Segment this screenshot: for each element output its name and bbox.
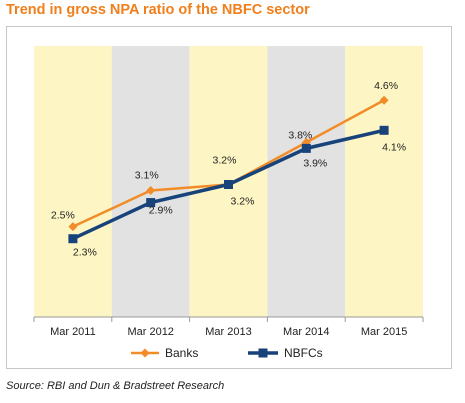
legend-nbfcs-label: NBFCs	[284, 346, 323, 360]
nbfcs-point	[146, 198, 156, 208]
band-5	[345, 46, 423, 317]
banks-point	[379, 95, 389, 105]
nbfcs-point	[379, 125, 389, 135]
data-label: 2.9%	[149, 205, 173, 217]
x-tick-label: Mar 2013	[205, 326, 251, 338]
data-label: 3.9%	[303, 157, 327, 169]
band-4	[267, 46, 346, 317]
x-tick-label: Mar 2011	[50, 326, 96, 338]
data-label: 3.2%	[213, 155, 237, 167]
nbfcs-point	[301, 143, 311, 153]
legend-nbfcs-marker	[258, 348, 268, 358]
band-1	[34, 46, 112, 317]
nbfcs-point	[224, 180, 233, 190]
chart-title: Trend in gross NPA ratio of the NBFC sec…	[6, 2, 310, 18]
banks-point	[68, 222, 78, 232]
x-tick-label: Mar 2012	[127, 326, 173, 338]
legend-banks-label: Banks	[165, 346, 198, 360]
source-note: Source: RBI and Dun & Bradstreet Researc…	[6, 380, 225, 392]
banks-point	[146, 186, 156, 196]
data-label: 2.5%	[51, 210, 75, 222]
data-label: 3.2%	[231, 196, 255, 208]
x-tick-label: Mar 2015	[361, 326, 407, 338]
nbfcs-point	[68, 234, 78, 244]
data-label: 3.1%	[135, 170, 159, 182]
data-label: 3.8%	[288, 129, 312, 141]
data-label: 4.6%	[374, 80, 398, 92]
data-label: 2.3%	[73, 247, 97, 259]
data-label: 4.1%	[382, 141, 406, 153]
x-tick-label: Mar 2014	[283, 326, 329, 338]
band-2	[111, 46, 190, 317]
legend-banks-marker	[140, 348, 150, 358]
